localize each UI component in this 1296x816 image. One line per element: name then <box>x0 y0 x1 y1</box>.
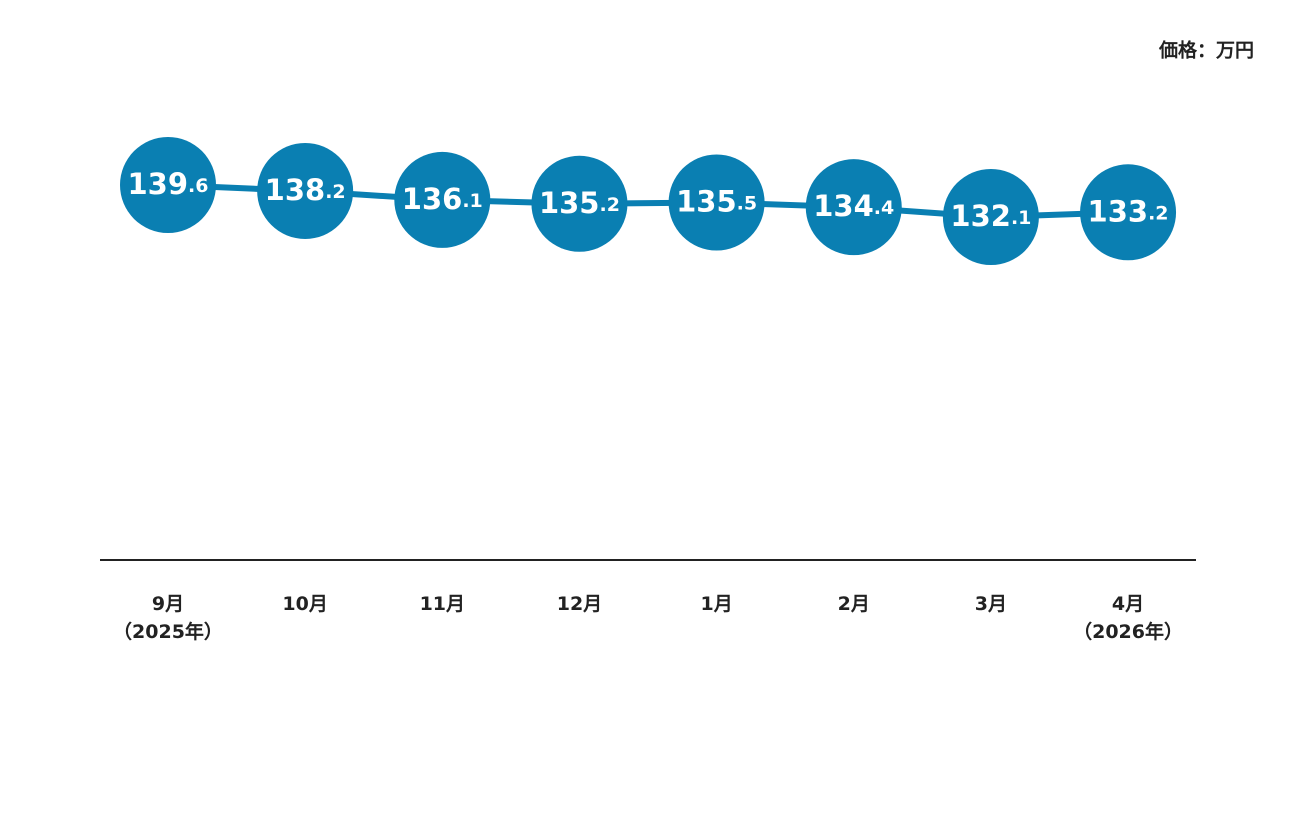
unit-label: 価格：万円 <box>1158 39 1254 62</box>
data-label: 132.1 <box>950 199 1031 233</box>
point-marker <box>805 159 902 256</box>
x-tick-label: 10月 <box>282 593 327 615</box>
data-label: 136.1 <box>402 182 483 216</box>
point-marker <box>120 137 216 233</box>
point-marker <box>668 154 765 251</box>
point-marker <box>531 155 628 252</box>
point-marker <box>394 151 491 248</box>
x-tick-label: 4月（2026年） <box>1073 593 1183 643</box>
x-tick-label: 1月 <box>700 593 732 615</box>
data-label: 135.2 <box>539 186 620 220</box>
point-marker <box>257 142 354 239</box>
point-marker <box>1080 164 1177 261</box>
x-tick-label: 9月（2025年） <box>113 593 223 643</box>
point-marker <box>942 169 1039 265</box>
x-tick-label: 12月 <box>557 593 602 615</box>
x-tick-label: 11月 <box>420 593 465 615</box>
x-tick-label: 2月 <box>838 593 870 615</box>
data-label: 134.4 <box>813 189 894 223</box>
data-label: 133.2 <box>1088 194 1169 228</box>
data-label: 138.2 <box>265 173 346 207</box>
data-label: 135.5 <box>676 184 757 218</box>
data-label: 139.6 <box>128 167 209 201</box>
x-tick-label: 3月 <box>975 593 1007 615</box>
